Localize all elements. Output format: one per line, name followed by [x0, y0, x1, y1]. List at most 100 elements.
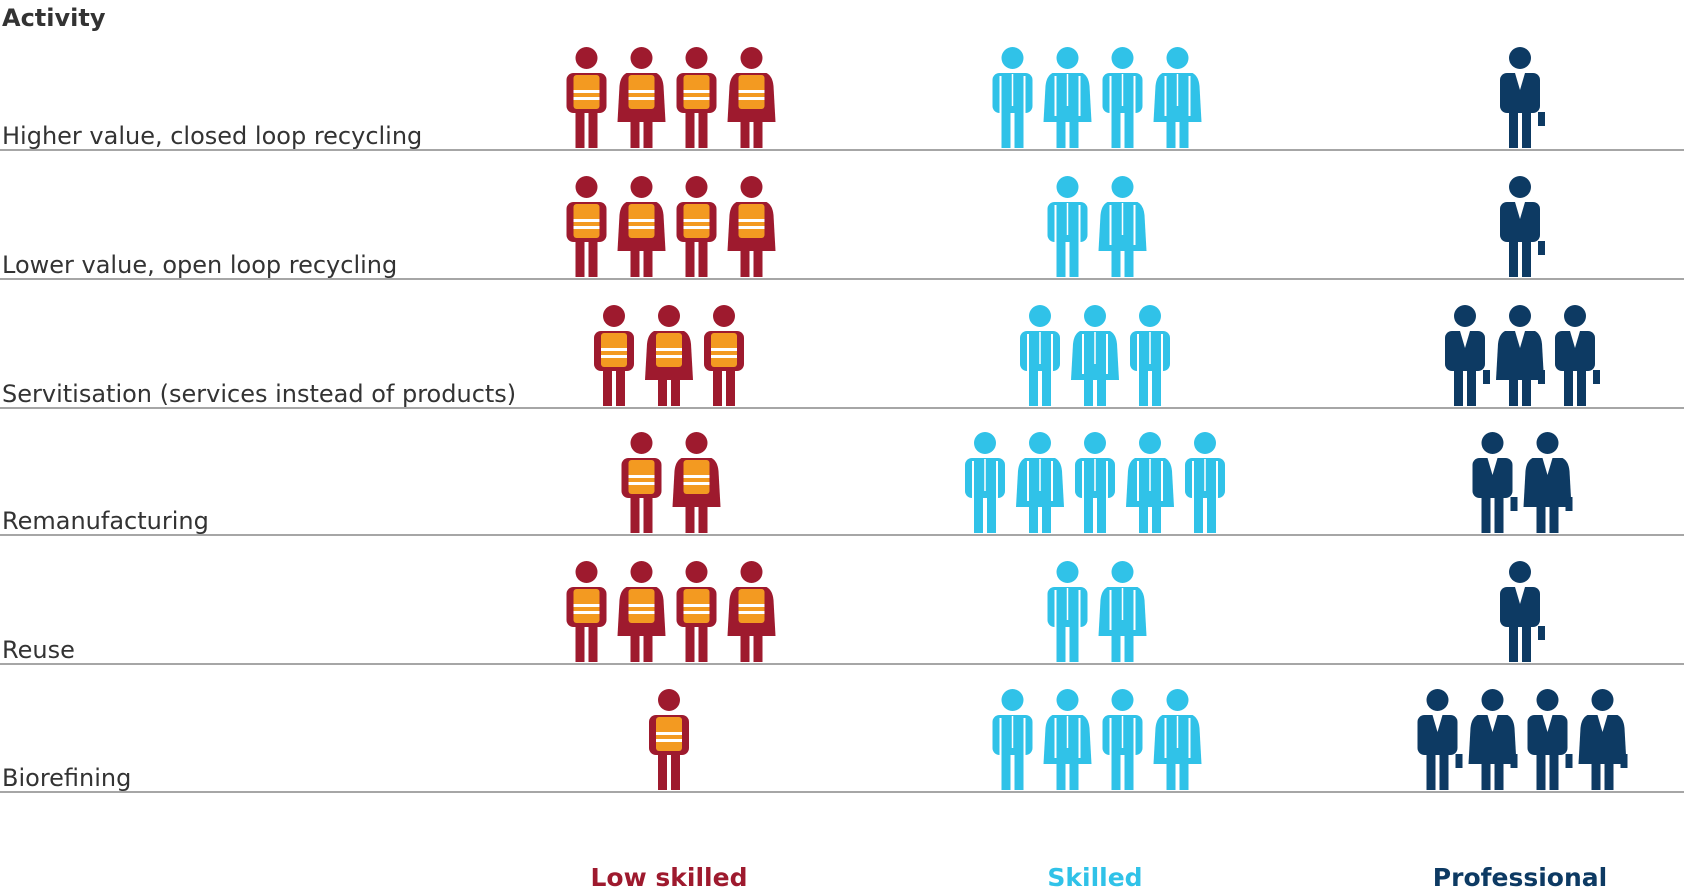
- icon-group: [1472, 432, 1573, 533]
- person-icon: [1527, 689, 1573, 790]
- leg: [1467, 364, 1476, 406]
- head: [1001, 47, 1024, 69]
- axis-label: Activity: [2, 4, 106, 32]
- head: [1194, 432, 1216, 454]
- leg: [658, 364, 667, 406]
- stripe: [628, 604, 655, 607]
- torso: [1445, 331, 1485, 371]
- head: [740, 47, 763, 69]
- leg: [588, 106, 598, 148]
- leg: [588, 235, 598, 277]
- leg: [1001, 106, 1011, 148]
- person-icon: [617, 176, 666, 277]
- person-icon: [1417, 689, 1463, 790]
- person-icon: [1102, 689, 1143, 790]
- leg: [698, 235, 708, 277]
- person-icon: [1043, 689, 1092, 790]
- icon-group: [566, 47, 776, 148]
- head: [1139, 432, 1161, 454]
- person-icon: [727, 47, 776, 148]
- person-icon: [992, 689, 1033, 790]
- leg: [698, 106, 708, 148]
- leg: [1522, 106, 1531, 148]
- stripe: [656, 355, 682, 358]
- leg: [1509, 364, 1518, 406]
- head: [1509, 305, 1531, 327]
- torso: [1500, 73, 1540, 113]
- leg: [588, 620, 598, 662]
- stripe: [683, 97, 710, 100]
- leg: [1522, 364, 1531, 406]
- head: [658, 689, 680, 711]
- leg: [1536, 748, 1546, 790]
- leg: [974, 491, 983, 533]
- person-icon: [617, 47, 666, 148]
- leg: [1139, 364, 1148, 406]
- leg: [1564, 364, 1573, 406]
- leg: [1124, 748, 1134, 790]
- stripe: [738, 219, 765, 222]
- icon-group: [1047, 176, 1147, 277]
- head: [1139, 305, 1161, 327]
- leg: [1522, 620, 1531, 662]
- person-icon: [1523, 432, 1573, 533]
- leg: [1549, 748, 1559, 790]
- leg: [740, 235, 750, 277]
- person-icon: [704, 305, 744, 406]
- person-icon: [566, 561, 607, 662]
- leg: [1111, 235, 1121, 277]
- stripe: [628, 219, 655, 222]
- person-icon: [1098, 561, 1147, 662]
- stripe: [573, 90, 600, 93]
- person-icon: [1098, 176, 1147, 277]
- leg: [1014, 748, 1024, 790]
- head: [575, 561, 598, 583]
- person-icon: [1500, 47, 1545, 148]
- shirt: [1487, 458, 1498, 475]
- stripe: [573, 226, 600, 229]
- head: [1111, 561, 1134, 583]
- person-icon: [1468, 689, 1518, 790]
- leg: [575, 620, 585, 662]
- leg: [1056, 106, 1066, 148]
- head: [1564, 305, 1586, 327]
- head: [740, 176, 763, 198]
- shirt: [1515, 331, 1525, 348]
- icon-group: [649, 689, 689, 790]
- person-icon: [1496, 305, 1545, 406]
- head: [1536, 689, 1559, 711]
- head: [1056, 561, 1079, 583]
- icon-group: [992, 689, 1202, 790]
- leg: [1481, 748, 1491, 790]
- briefcase: [1483, 370, 1490, 384]
- leg: [1536, 491, 1546, 533]
- icon-group: [566, 561, 776, 662]
- shirt: [1542, 458, 1553, 475]
- leg: [643, 620, 653, 662]
- leg: [1179, 748, 1189, 790]
- torso: [1500, 202, 1540, 242]
- torso: [1523, 458, 1572, 507]
- leg: [630, 106, 640, 148]
- leg: [1522, 235, 1531, 277]
- shirt: [1515, 202, 1525, 219]
- leg: [1056, 748, 1066, 790]
- person-icon: [676, 47, 717, 148]
- person-icon: [1075, 432, 1115, 533]
- stripe: [683, 226, 710, 229]
- shirt: [1570, 331, 1580, 348]
- leg: [685, 235, 695, 277]
- person-icon: [1130, 305, 1170, 406]
- leg: [1014, 106, 1024, 148]
- leg: [671, 748, 680, 790]
- person-icon: [1555, 305, 1600, 406]
- leg: [671, 364, 680, 406]
- person-icon: [1500, 176, 1545, 277]
- icon-group: [1500, 176, 1545, 277]
- leg: [1166, 748, 1176, 790]
- person-icon: [1102, 47, 1143, 148]
- leg: [685, 106, 695, 148]
- person-icon: [672, 432, 721, 533]
- head: [603, 305, 625, 327]
- head: [630, 561, 653, 583]
